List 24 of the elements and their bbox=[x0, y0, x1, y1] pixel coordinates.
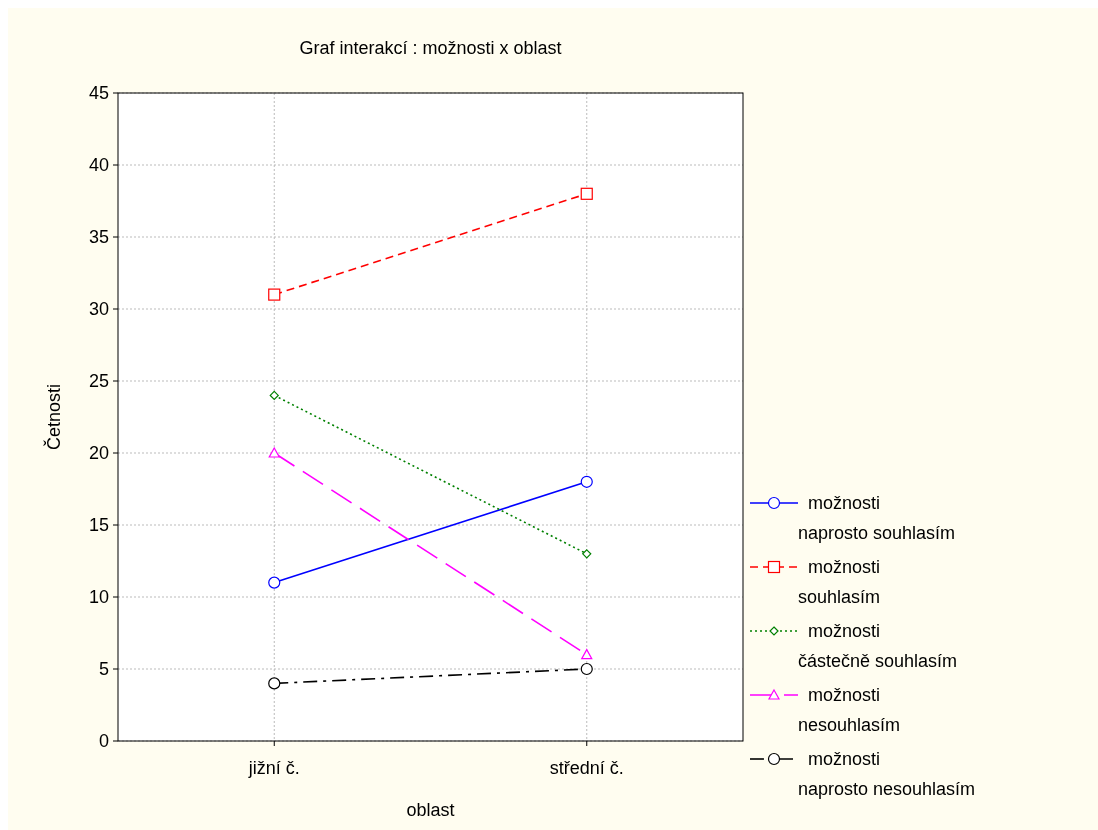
y-tick-label: 35 bbox=[88, 227, 109, 248]
y-tick-label: 20 bbox=[88, 443, 109, 464]
y-tick-label: 15 bbox=[88, 515, 109, 536]
y-tick-label: 0 bbox=[98, 731, 109, 752]
y-tick-label: 5 bbox=[98, 659, 109, 680]
point bbox=[582, 549, 592, 559]
x-tick-label: střední č. bbox=[549, 758, 624, 778]
x-tick-label: jižní č. bbox=[247, 758, 300, 778]
y-tick-label: 10 bbox=[88, 587, 109, 608]
point bbox=[580, 187, 593, 200]
y-tick-label: 45 bbox=[88, 83, 109, 104]
point bbox=[268, 576, 281, 589]
x-axis-title: oblast bbox=[406, 800, 455, 820]
y-axis-title: Četnosti bbox=[43, 383, 64, 451]
chart-title: Graf interakcí : možnosti x oblast bbox=[299, 38, 562, 58]
point bbox=[580, 662, 593, 676]
y-tick-label: 25 bbox=[88, 371, 109, 392]
point bbox=[268, 288, 281, 301]
point bbox=[269, 390, 279, 400]
y-tick-label: 40 bbox=[88, 155, 109, 176]
legend-label: možnosti naprosto nesouhlasím bbox=[798, 749, 976, 800]
point bbox=[580, 475, 593, 488]
y-tick-label: 30 bbox=[88, 299, 109, 320]
point bbox=[268, 677, 281, 690]
